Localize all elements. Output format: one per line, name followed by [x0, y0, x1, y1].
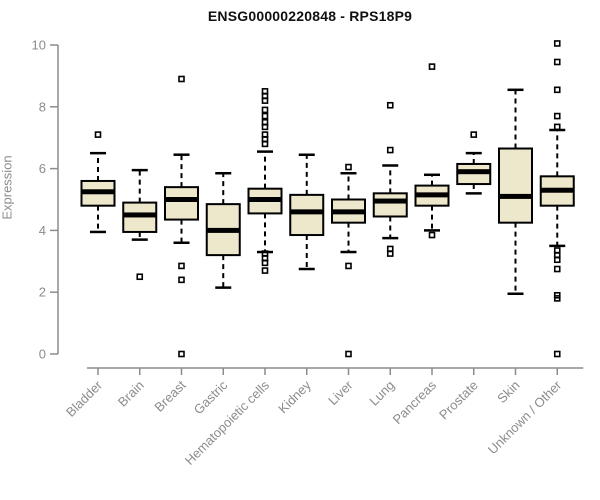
median-line [123, 212, 157, 218]
outlier-point [261, 112, 269, 120]
outlier-point [178, 350, 185, 358]
outlier-point [386, 101, 394, 109]
outlier-point [261, 97, 269, 104]
iqr-box [289, 193, 325, 237]
x-tick-label: Gastric [191, 377, 231, 417]
x-tick-label: Liver [325, 377, 356, 408]
outlier-point [553, 123, 561, 131]
outlier-point [136, 273, 144, 281]
median-line [373, 198, 407, 204]
outlier-point [553, 40, 561, 47]
outlier-point [553, 256, 561, 264]
iqr-box [164, 186, 199, 221]
x-tick-label: Lung [366, 378, 397, 409]
outlier-point [553, 112, 561, 120]
y-tick-label: 0 [39, 347, 46, 362]
outlier-point [261, 123, 269, 131]
y-tick-label: 8 [39, 99, 46, 114]
outlier-point [261, 106, 269, 114]
y-tick-label: 6 [39, 161, 46, 176]
iqr-box [372, 192, 408, 218]
median-line [290, 209, 324, 215]
x-tick-label: Kidney [275, 377, 314, 416]
outlier-point [261, 267, 269, 274]
median-line [499, 193, 532, 199]
outlier-point [553, 86, 561, 94]
outlier-point [178, 262, 185, 270]
median-line [415, 192, 449, 198]
outlier-point [553, 58, 561, 66]
median-line [457, 169, 491, 175]
x-tick-label: Pancreas [390, 377, 440, 427]
x-tick-label: Skin [494, 378, 522, 406]
outlier-point [345, 163, 352, 171]
outlier-point [261, 140, 269, 148]
x-tick-label: Breast [151, 377, 188, 414]
outlier-point [386, 146, 394, 154]
outlier-point [470, 131, 478, 138]
outlier-point [553, 295, 561, 302]
median-line [165, 197, 198, 202]
outlier-point [178, 75, 185, 83]
outlier-point [428, 231, 436, 239]
outlier-point [261, 259, 269, 267]
median-line [332, 209, 365, 215]
x-tick-label: Bladder [63, 377, 106, 420]
outlier-point [178, 276, 185, 284]
y-tick-label: 10 [32, 38, 46, 53]
x-tick-label: Prostate [436, 378, 481, 423]
outlier-point [553, 265, 561, 273]
median-line [248, 197, 282, 202]
outlier-point [345, 350, 352, 358]
chart-title: ENSG00000220848 - RPS18P9 [207, 8, 413, 24]
x-tick-label: Unknown / Other [485, 377, 565, 457]
outlier-point [428, 63, 436, 70]
x-tick-label: Brain [115, 378, 147, 410]
iqr-box [498, 147, 533, 224]
outlier-point [553, 350, 561, 358]
median-line [81, 189, 115, 195]
outlier-point [345, 262, 352, 270]
y-tick-label: 4 [39, 223, 46, 238]
median-line [540, 187, 574, 193]
y-tick-label: 2 [39, 285, 46, 300]
outlier-point [94, 131, 102, 138]
median-line [206, 227, 240, 233]
outlier-point [386, 250, 394, 257]
